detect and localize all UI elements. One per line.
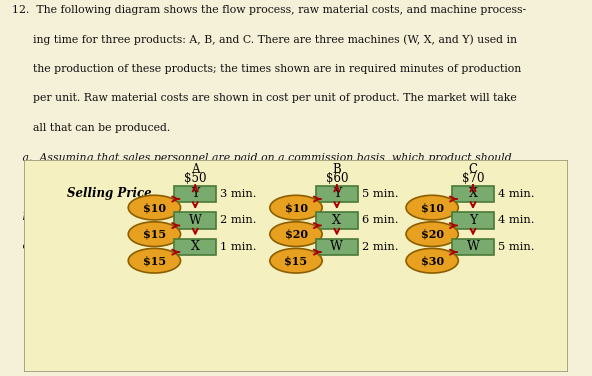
Ellipse shape — [270, 249, 322, 273]
Text: $60: $60 — [326, 173, 348, 185]
Text: per unit. Raw material costs are shown in cost per unit of product. The market w: per unit. Raw material costs are shown i… — [12, 94, 517, 103]
Text: $20: $20 — [421, 229, 443, 240]
FancyBboxPatch shape — [452, 185, 494, 202]
Text: 6 min.: 6 min. — [362, 215, 398, 225]
FancyBboxPatch shape — [316, 239, 358, 255]
Text: $10: $10 — [421, 202, 443, 213]
Text: 4 min.: 4 min. — [498, 215, 535, 225]
Text: $70: $70 — [462, 173, 484, 185]
Text: W: W — [466, 240, 480, 253]
FancyBboxPatch shape — [316, 212, 358, 229]
Text: ing time for three products: A, B, and C. There are three machines (W, X, and Y): ing time for three products: A, B, and C… — [12, 34, 517, 45]
Text: Y: Y — [191, 187, 200, 200]
Text: X: X — [191, 240, 200, 253]
Text: Y: Y — [469, 214, 477, 227]
Text: C: C — [468, 163, 478, 176]
Text: all that can be produced.: all that can be produced. — [12, 123, 170, 133]
FancyBboxPatch shape — [452, 212, 494, 229]
Text: Selling Price: Selling Price — [67, 187, 152, 200]
Text: Y: Y — [333, 187, 341, 200]
Text: a.  Assuming that sales personnel are paid on a commission basis, which product : a. Assuming that sales personnel are pai… — [12, 153, 511, 162]
Text: $30: $30 — [420, 255, 444, 266]
FancyBboxPatch shape — [24, 160, 568, 372]
Text: W: W — [189, 214, 202, 227]
Text: 4 min.: 4 min. — [498, 189, 535, 199]
Text: $50: $50 — [184, 173, 207, 185]
Text: W: W — [330, 240, 343, 253]
Text: c.  To maximize total profit for the firm, which product should be sold?: c. To maximize total profit for the firm… — [12, 241, 413, 251]
Text: $15: $15 — [284, 255, 308, 266]
Text: $20: $20 — [285, 229, 307, 240]
Text: A: A — [191, 163, 200, 176]
Text: 2 min.: 2 min. — [220, 215, 257, 225]
Ellipse shape — [270, 222, 322, 247]
Text: $15: $15 — [143, 255, 166, 266]
Text: 3 min.: 3 min. — [220, 189, 257, 199]
Text: 1 min.: 1 min. — [220, 242, 257, 252]
Text: 5 min.: 5 min. — [498, 242, 535, 252]
Ellipse shape — [128, 249, 181, 273]
Ellipse shape — [128, 195, 181, 220]
Text: $15: $15 — [143, 229, 166, 240]
FancyBboxPatch shape — [174, 185, 217, 202]
Text: $10: $10 — [285, 202, 307, 213]
Text: 2 min.: 2 min. — [362, 242, 398, 252]
Ellipse shape — [128, 222, 181, 247]
Ellipse shape — [406, 195, 458, 220]
Text: X: X — [333, 214, 341, 227]
Text: b.  On the basis of maximizing gross profit per unit, which product should be so: b. On the basis of maximizing gross prof… — [12, 212, 481, 222]
Text: $10: $10 — [143, 202, 166, 213]
Text: B: B — [333, 163, 341, 176]
Text: the production of these products; the times shown are in required minutes of pro: the production of these products; the ti… — [12, 64, 521, 74]
Text: X: X — [469, 187, 477, 200]
FancyBboxPatch shape — [452, 239, 494, 255]
Ellipse shape — [270, 195, 322, 220]
Ellipse shape — [406, 249, 458, 273]
FancyBboxPatch shape — [316, 185, 358, 202]
Text: 12.  The following diagram shows the flow process, raw material costs, and machi: 12. The following diagram shows the flow… — [12, 5, 526, 15]
Text: 5 min.: 5 min. — [362, 189, 398, 199]
Ellipse shape — [406, 222, 458, 247]
FancyBboxPatch shape — [174, 212, 217, 229]
Text: they sell?: they sell? — [12, 182, 95, 192]
FancyBboxPatch shape — [174, 239, 217, 255]
